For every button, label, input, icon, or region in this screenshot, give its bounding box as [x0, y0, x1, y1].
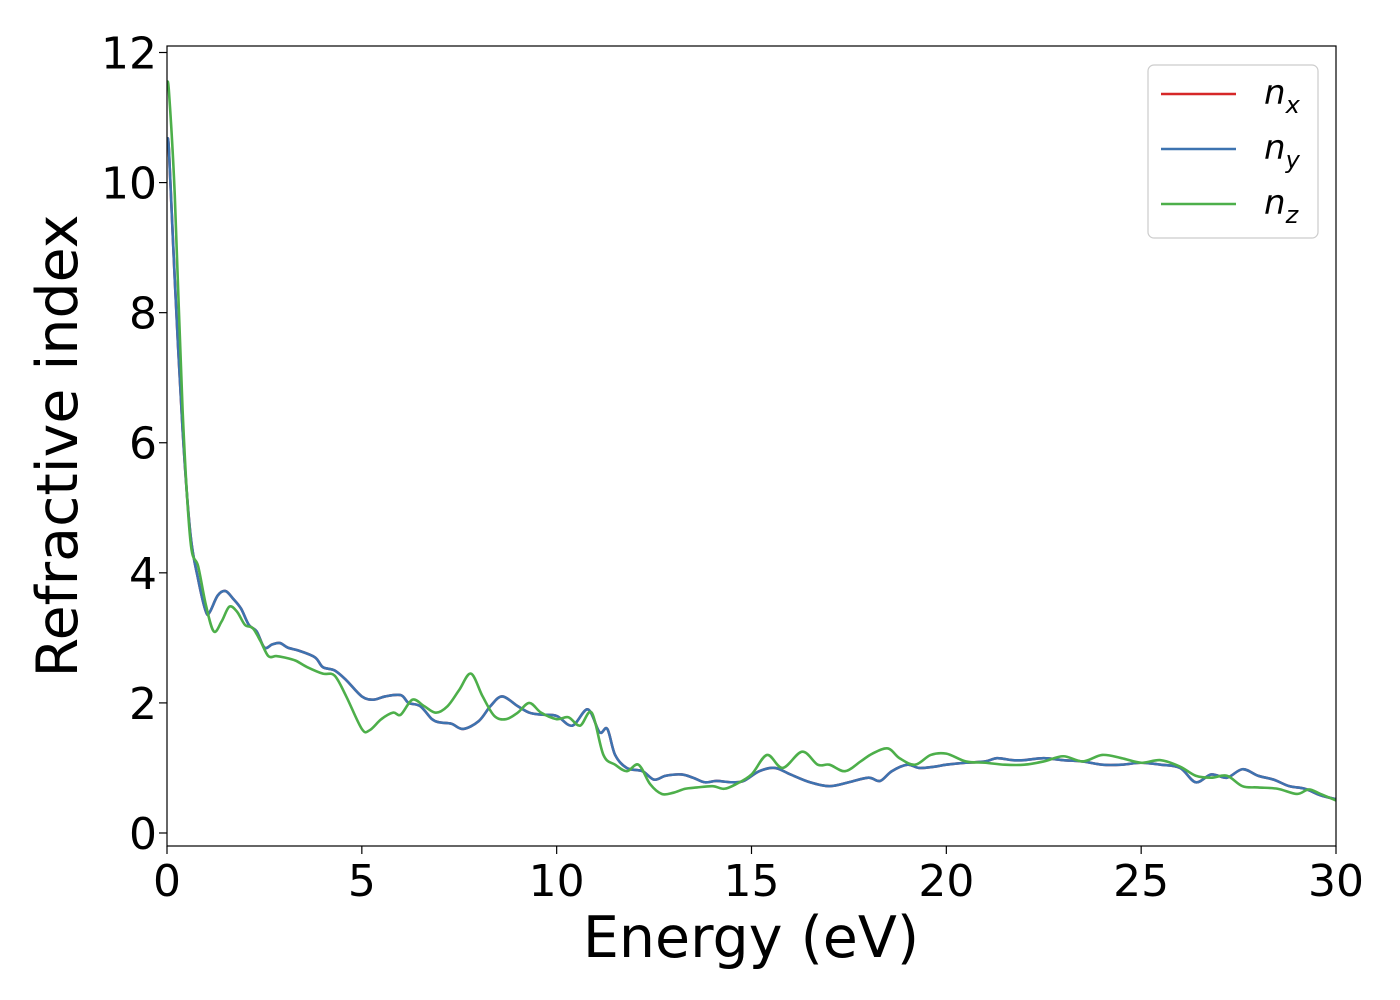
y-tick-label: 10 [101, 159, 157, 210]
series-layer [167, 80, 1336, 802]
legend-label-x: nx [1264, 73, 1301, 119]
y-axis-ticks: 0 2 4 6 8 10 12 [101, 29, 167, 860]
x-axis-ticks: 0 5 10 15 20 25 30 [153, 846, 1364, 907]
x-tick-label: 20 [918, 856, 974, 907]
x-tick-label: 25 [1113, 856, 1169, 907]
x-tick-label: 10 [529, 856, 585, 907]
y-axis-label: Refractive index [25, 215, 91, 678]
legend-label-z: nz [1264, 183, 1300, 229]
y-tick-label: 0 [129, 809, 157, 860]
legend: nx ny nz [1147, 64, 1319, 239]
y-tick-label: 2 [129, 679, 157, 730]
x-tick-label: 5 [348, 856, 376, 907]
x-tick-label: 30 [1308, 856, 1364, 907]
y-tick-label: 6 [129, 419, 157, 470]
y-tick-label: 12 [101, 29, 157, 80]
y-tick-label: 4 [129, 549, 157, 600]
y-tick-label: 8 [129, 289, 157, 340]
legend-box [1147, 64, 1319, 239]
series-line-z [167, 80, 1336, 802]
legend-items: nx ny nz [1161, 73, 1301, 229]
legend-label-y: ny [1264, 128, 1301, 174]
x-tick-label: 0 [153, 856, 181, 907]
x-axis-label: Energy (eV) [583, 905, 919, 971]
x-tick-label: 15 [724, 856, 780, 907]
